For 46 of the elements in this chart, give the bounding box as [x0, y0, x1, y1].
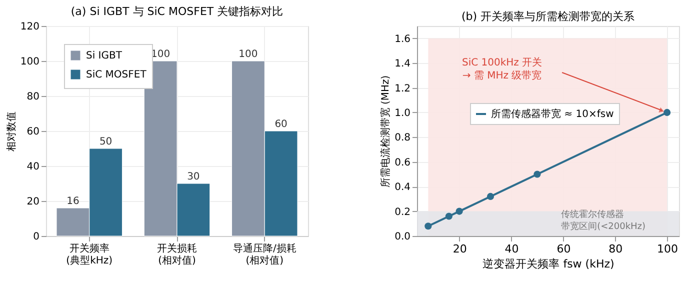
y-axis-title: 相对数值	[5, 112, 18, 152]
chart-title: (a) Si IGBT 与 SiC MOSFET 关键指标对比	[70, 5, 284, 18]
x-tick-label: 开关频率 (典型kHz)	[66, 242, 113, 266]
point	[424, 222, 432, 230]
chart-title: (b) 开关频率与所需检测带宽的关系	[461, 10, 635, 23]
y-tick-label: 100	[20, 56, 40, 68]
x-tick-label: 100	[657, 242, 678, 256]
y-tick-label: 60	[26, 126, 40, 138]
data-label: 30	[187, 172, 200, 182]
x-tick-label: 开关损耗 (相对值)	[157, 242, 197, 266]
legend-label: SiC MOSFET	[86, 70, 148, 80]
y-tick-label: 0.8	[394, 132, 410, 144]
x-tick-label: 60	[556, 242, 571, 256]
data-label: 60	[274, 119, 288, 130]
point	[486, 192, 494, 200]
y-tick-label: 80	[26, 92, 40, 102]
x-tick-label: 80	[608, 242, 623, 256]
data-label: 16	[66, 196, 80, 207]
y-tick-label: 1.6	[394, 34, 410, 45]
y-tick-label: 120	[20, 22, 40, 32]
y-tick-label: 0.4	[394, 182, 410, 194]
point	[664, 108, 671, 116]
data-label: 50	[99, 136, 112, 148]
x-tick-label: 20	[452, 242, 467, 256]
y-axis-title: 所需电流检测带宽 (MHz)	[380, 75, 392, 188]
y-tick-label: 0.6	[394, 157, 410, 168]
y-tick-label: 0.2	[394, 206, 410, 218]
data-label: 100	[151, 49, 170, 60]
y-tick-label: 0.0	[394, 232, 410, 242]
y-tick-label: 0	[33, 232, 40, 242]
point	[534, 170, 541, 178]
data-label: 100	[238, 49, 258, 60]
x-axis-title: 逆变器开关频率 fsw (kHz)	[482, 258, 614, 270]
y-tick-label: 1.4	[394, 58, 410, 70]
point	[456, 208, 463, 215]
y-tick-label: 1.0	[394, 108, 410, 119]
band-label: 传统霍尔传感器带宽区间(<200kHz)	[561, 208, 646, 232]
legend-label: 所需传感器带宽 ≈ 10×fsw	[491, 108, 614, 120]
annotation: SiC 100kHz 开关 → 需 MHz 级带宽	[462, 56, 542, 82]
y-tick-label: 40	[26, 162, 40, 172]
x-tick-label: 40	[504, 242, 519, 256]
x-tick-label: 导通压降/损耗 (相对值)	[232, 242, 296, 266]
y-tick-label: 20	[26, 196, 40, 208]
y-tick-label: 1.2	[394, 83, 410, 94]
point	[445, 212, 452, 220]
legend-label: Si IGBT	[86, 50, 123, 62]
